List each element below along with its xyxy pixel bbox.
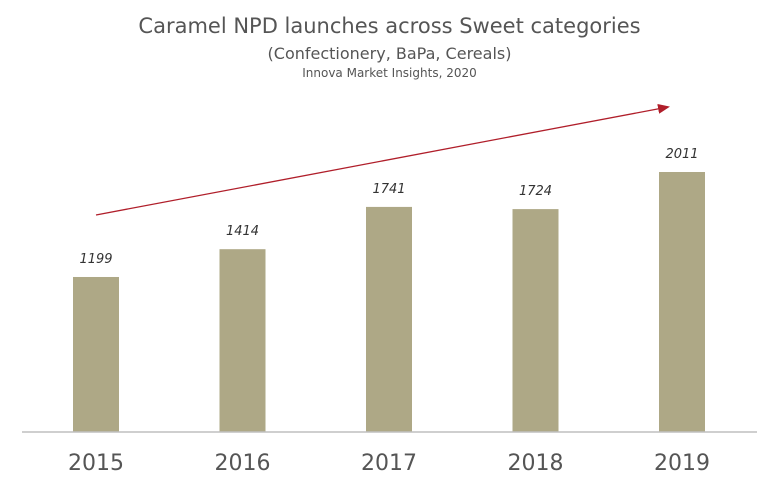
- bar-2017: [366, 206, 412, 432]
- chart-source: Innova Market Insights, 2020: [302, 66, 477, 80]
- category-label-2018: 2018: [508, 451, 564, 476]
- value-label-2017: 1741: [372, 182, 405, 197]
- trend-arrow: [95, 103, 670, 216]
- value-label-2019: 2011: [665, 147, 698, 162]
- value-label-2015: 1199: [79, 252, 112, 267]
- chart-title: Caramel NPD launches across Sweet catego…: [138, 14, 641, 38]
- category-label-2019: 2019: [654, 451, 710, 476]
- bar-2016: [219, 249, 266, 432]
- bar-2018: [512, 209, 559, 432]
- bar-2019: [659, 172, 705, 432]
- value-label-2018: 1724: [519, 184, 552, 199]
- category-label-2015: 2015: [68, 451, 124, 476]
- category-label-2017: 2017: [361, 451, 417, 476]
- category-label-2016: 2016: [215, 451, 271, 476]
- chart-subtitle: (Confectionery, BaPa, Cereals): [267, 44, 512, 63]
- bar-2015: [73, 276, 119, 432]
- value-label-2016: 1414: [226, 224, 259, 239]
